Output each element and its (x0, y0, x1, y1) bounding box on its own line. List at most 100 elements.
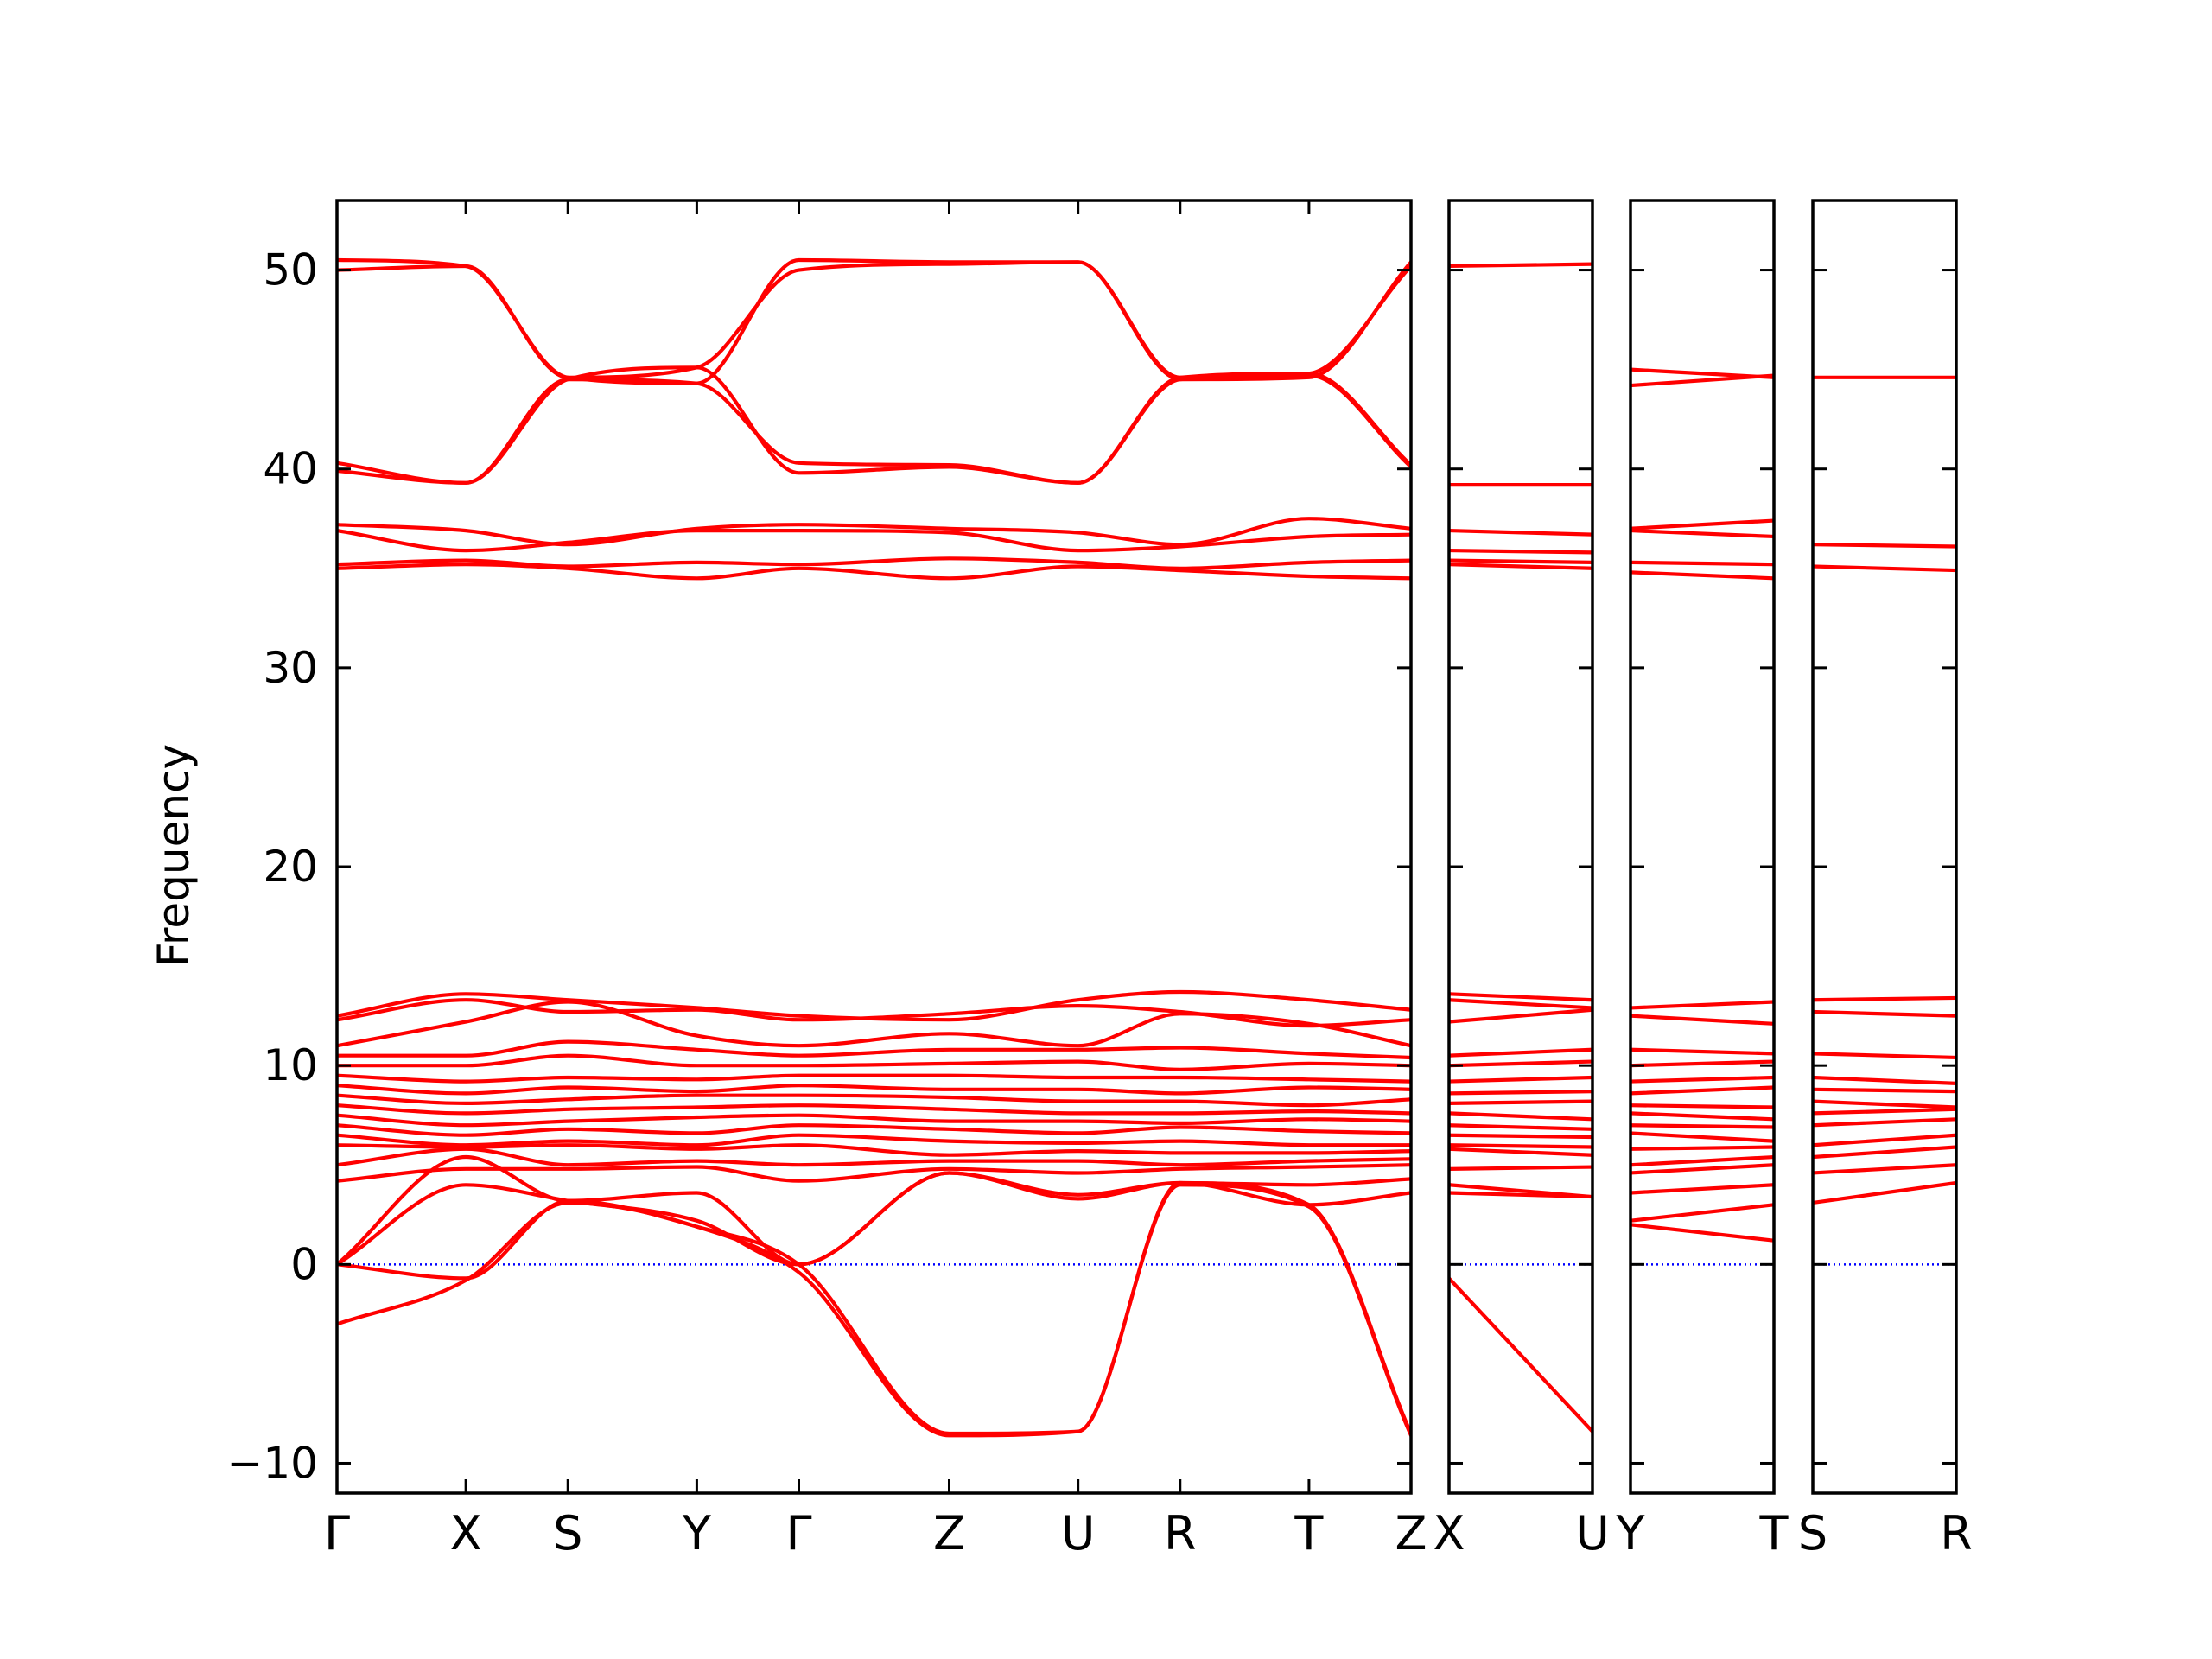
band-line (1813, 1145, 1956, 1160)
band-line (1813, 1180, 1956, 1205)
panel-main: −10 0 10 20 30 40 50 Γ X S Y Γ Z U R T Z (226, 199, 1427, 1560)
band-line (1630, 1154, 1774, 1167)
band-line (1449, 558, 1592, 564)
band-line (337, 365, 1411, 485)
band-line (1630, 528, 1774, 539)
band-line (1449, 1191, 1592, 1199)
band-line (1813, 564, 1956, 573)
band-line (337, 528, 1411, 553)
band-line (337, 1147, 1411, 1167)
band-line (1630, 1111, 1774, 1122)
band-line (337, 517, 1411, 547)
band-line (337, 1163, 1411, 1183)
band-line (337, 1183, 1411, 1438)
band-line (1813, 1087, 1956, 1094)
panel-frame (335, 199, 1413, 1495)
band-line (1630, 1014, 1774, 1026)
band-line (1449, 563, 1592, 570)
band-line (1630, 1163, 1774, 1175)
band-line (1813, 1075, 1956, 1085)
band-line (1449, 1165, 1592, 1171)
band-line (337, 1143, 1411, 1157)
band-line (1630, 1203, 1774, 1223)
band-line (1630, 1145, 1774, 1151)
band-line (1813, 1107, 1956, 1116)
x-tick-label: T (1759, 1506, 1789, 1560)
band-line (337, 1103, 1411, 1116)
band-line (1813, 543, 1956, 549)
band-line (1449, 1143, 1592, 1149)
band-line (1449, 1007, 1592, 1024)
band-line (1449, 992, 1592, 1002)
band-line (1630, 518, 1774, 531)
band-line (1449, 262, 1592, 269)
band-line (1449, 1276, 1592, 1433)
band-line (1449, 1089, 1592, 1096)
band-line (1449, 1133, 1592, 1140)
band-line (337, 1053, 1411, 1071)
band-line (337, 1093, 1411, 1108)
x-tick-label: Γ (324, 1506, 350, 1560)
band-line (1630, 373, 1774, 388)
band-line (337, 373, 1411, 485)
band-line (1630, 1059, 1774, 1068)
band-line (1449, 1075, 1592, 1084)
x-tick-label: R (1940, 1506, 1973, 1560)
x-tick-label: R (1164, 1506, 1197, 1560)
x-tick-label: Y (682, 1506, 712, 1560)
y-tick-label: 0 (290, 1239, 318, 1289)
x-tick-label: U (1575, 1506, 1610, 1560)
band-line (1630, 1103, 1774, 1109)
band-line (1630, 560, 1774, 567)
y-axis-label: Frequency (149, 744, 199, 967)
x-tick-label: X (1433, 1506, 1465, 1560)
band-line (1630, 1085, 1774, 1096)
band-lines-main (337, 257, 1411, 1438)
band-line (1630, 1123, 1774, 1129)
band-lines-XU (1449, 262, 1592, 1433)
y-tick-label: 50 (263, 245, 318, 296)
band-line (337, 1000, 1411, 1048)
x-tick-label: Z (1395, 1506, 1427, 1560)
y-tick-label: 30 (263, 643, 318, 693)
band-line (1449, 1059, 1592, 1068)
band-line (1630, 570, 1774, 581)
x-tick-label: S (1798, 1506, 1827, 1560)
band-line (337, 1133, 1411, 1147)
band-lines-YT (1630, 367, 1774, 1243)
band-line (337, 563, 1411, 581)
band-line (337, 1039, 1411, 1060)
band-line (1449, 1099, 1592, 1105)
band-line (1630, 1183, 1774, 1195)
band-lines-SR (1813, 375, 1956, 1205)
band-line (1449, 1147, 1592, 1157)
band-line (1813, 1163, 1956, 1175)
band-line (1813, 995, 1956, 1002)
band-line (1813, 1117, 1956, 1128)
y-tick-label: 40 (263, 444, 318, 494)
x-tick-label: Y (1616, 1506, 1646, 1560)
band-line (337, 1113, 1411, 1128)
band-line (337, 1123, 1411, 1137)
band-line (1449, 1047, 1592, 1058)
band-line (337, 1073, 1411, 1084)
band-line (337, 556, 1411, 570)
band-line (1449, 1123, 1592, 1131)
panel-frame (1629, 199, 1776, 1495)
x-tick-label: T (1294, 1506, 1324, 1560)
band-line (1630, 1000, 1774, 1010)
band-line (1813, 1099, 1956, 1109)
band-line (1630, 1047, 1774, 1056)
y-tick-label: 20 (263, 842, 318, 892)
band-line (1449, 528, 1592, 537)
band-line (1449, 998, 1592, 1010)
x-tick-label: X (450, 1506, 482, 1560)
x-tick-label: Z (933, 1506, 965, 1560)
panel-frame (1811, 199, 1958, 1495)
band-line (1813, 1009, 1956, 1018)
